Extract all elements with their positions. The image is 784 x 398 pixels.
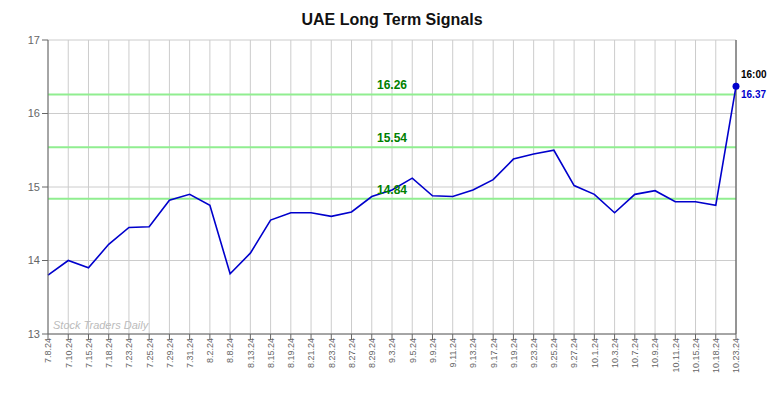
svg-text:10.3.24: 10.3.24 — [610, 338, 620, 368]
svg-text:8.13.24: 8.13.24 — [246, 338, 256, 368]
svg-text:8.23.24: 8.23.24 — [327, 338, 337, 368]
svg-text:9.25.24: 9.25.24 — [549, 338, 559, 368]
svg-text:8.27.24: 8.27.24 — [347, 338, 357, 368]
svg-text:9.9.24: 9.9.24 — [428, 338, 438, 363]
html-text:UAE Long Term Signals: UAE Long Term Signals — [301, 11, 483, 28]
svg-text:10.7.24: 10.7.24 — [630, 338, 640, 368]
svg-text:10.1.24: 10.1.24 — [590, 338, 600, 368]
svg-text:10.18.24: 10.18.24 — [711, 338, 721, 373]
svg-text:8.8.24: 8.8.24 — [226, 338, 236, 363]
svg-text:8.19.24: 8.19.24 — [286, 338, 296, 368]
svg-text:7.25.24: 7.25.24 — [145, 338, 155, 368]
svg-text:16: 16 — [28, 107, 40, 119]
svg-text:15: 15 — [28, 181, 40, 193]
svg-text:9.23.24: 9.23.24 — [529, 338, 539, 368]
svg-text:8.29.24: 8.29.24 — [367, 338, 377, 368]
svg-text:14: 14 — [28, 254, 40, 266]
svg-text:7.31.24: 7.31.24 — [185, 338, 195, 368]
svg-text:7.29.24: 7.29.24 — [165, 338, 175, 368]
svg-text:7.23.24: 7.23.24 — [124, 338, 134, 368]
svg-text:8.21.24: 8.21.24 — [306, 338, 316, 368]
svg-text:9.19.24: 9.19.24 — [509, 338, 519, 368]
svg-text:13: 13 — [28, 328, 40, 340]
svg-text:9.13.24: 9.13.24 — [468, 338, 478, 368]
svg-text:9.3.24: 9.3.24 — [387, 338, 397, 363]
svg-text:7.18.24: 7.18.24 — [104, 338, 114, 368]
svg-text:7.15.24: 7.15.24 — [84, 338, 94, 368]
svg-text:10.15.24: 10.15.24 — [691, 338, 701, 373]
svg-text:15.54: 15.54 — [377, 131, 407, 145]
svg-text:14.84: 14.84 — [377, 183, 407, 197]
svg-text:9.17.24: 9.17.24 — [489, 338, 499, 368]
svg-text:9.27.24: 9.27.24 — [570, 338, 580, 368]
svg-text:10.9.24: 10.9.24 — [650, 338, 660, 368]
svg-text:8.2.24: 8.2.24 — [205, 338, 215, 363]
svg-text:16.26: 16.26 — [377, 78, 407, 92]
svg-text:7.8.24: 7.8.24 — [43, 338, 53, 363]
svg-text:Stock Traders Daily: Stock Traders Daily — [53, 319, 150, 331]
svg-text:16:00: 16:00 — [741, 69, 767, 80]
svg-text:9.11.24: 9.11.24 — [448, 338, 458, 367]
svg-text:8.15.24: 8.15.24 — [266, 338, 276, 368]
svg-text:7.10.24: 7.10.24 — [64, 338, 74, 368]
svg-text:16.37: 16.37 — [741, 89, 766, 100]
svg-text:10.23.24: 10.23.24 — [731, 338, 741, 373]
svg-text:9.5.24: 9.5.24 — [408, 338, 418, 363]
svg-text:17: 17 — [28, 34, 40, 46]
svg-text:10.11.24: 10.11.24 — [671, 338, 681, 372]
